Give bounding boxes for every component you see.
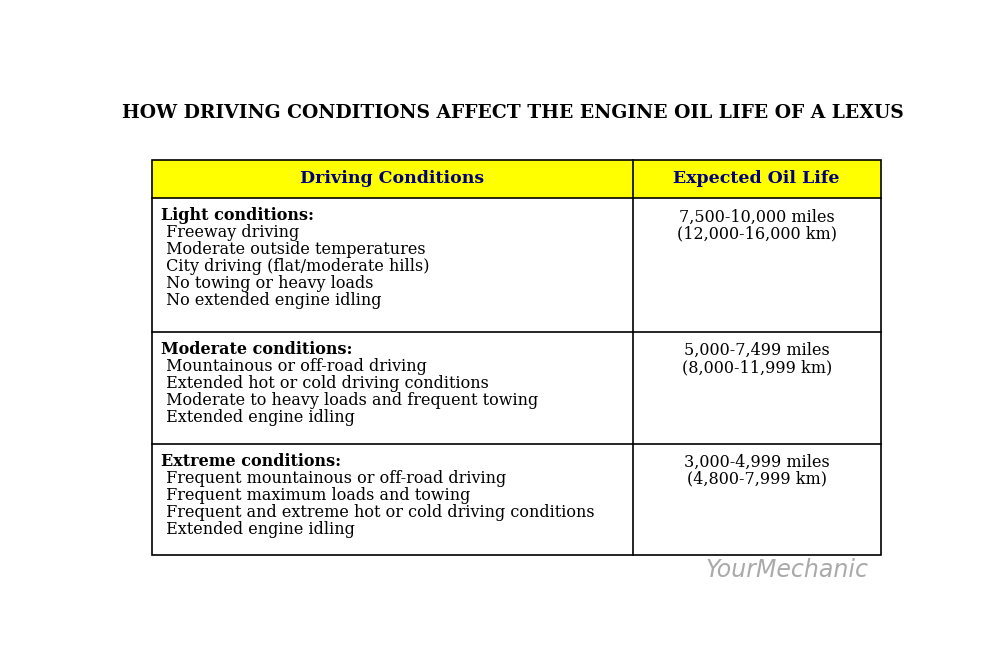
Text: (4,800-7,999 km): (4,800-7,999 km) [687, 471, 827, 488]
Text: No extended engine idling: No extended engine idling [161, 292, 382, 309]
Text: 5,000-7,499 miles: 5,000-7,499 miles [684, 342, 830, 360]
Text: Frequent mountainous or off-road driving: Frequent mountainous or off-road driving [161, 470, 507, 487]
Text: (8,000-11,999 km): (8,000-11,999 km) [682, 360, 832, 376]
Text: (12,000-16,000 km): (12,000-16,000 km) [677, 225, 837, 242]
Text: HOW DRIVING CONDITIONS AFFECT THE ENGINE OIL LIFE OF A LEXUS: HOW DRIVING CONDITIONS AFFECT THE ENGINE… [122, 105, 903, 123]
Text: YourMechanic: YourMechanic [706, 558, 869, 582]
Text: Driving Conditions: Driving Conditions [300, 170, 484, 187]
Text: Extended engine idling: Extended engine idling [161, 520, 355, 538]
Text: City driving (flat/moderate hills): City driving (flat/moderate hills) [161, 258, 430, 275]
Text: Moderate to heavy loads and frequent towing: Moderate to heavy loads and frequent tow… [161, 392, 539, 409]
Text: Extended engine idling: Extended engine idling [161, 409, 355, 426]
Text: Extreme conditions:: Extreme conditions: [161, 453, 342, 470]
Text: Frequent maximum loads and towing: Frequent maximum loads and towing [161, 487, 471, 504]
Text: Moderate conditions:: Moderate conditions: [161, 342, 353, 358]
Text: Mountainous or off-road driving: Mountainous or off-road driving [161, 358, 427, 375]
Text: Moderate outside temperatures: Moderate outside temperatures [161, 241, 426, 258]
Text: Expected Oil Life: Expected Oil Life [673, 170, 840, 187]
Bar [152, 159, 881, 198]
Text: Extended hot or cold driving conditions: Extended hot or cold driving conditions [161, 375, 489, 392]
Bar [152, 159, 881, 555]
Text: Light conditions:: Light conditions: [161, 207, 314, 224]
Text: Frequent and extreme hot or cold driving conditions: Frequent and extreme hot or cold driving… [161, 504, 595, 521]
Text: Freeway driving: Freeway driving [161, 224, 300, 241]
Text: 7,500-10,000 miles: 7,500-10,000 miles [679, 208, 834, 225]
Text: No towing or heavy loads: No towing or heavy loads [161, 275, 374, 292]
Text: 3,000-4,999 miles: 3,000-4,999 miles [684, 454, 830, 471]
